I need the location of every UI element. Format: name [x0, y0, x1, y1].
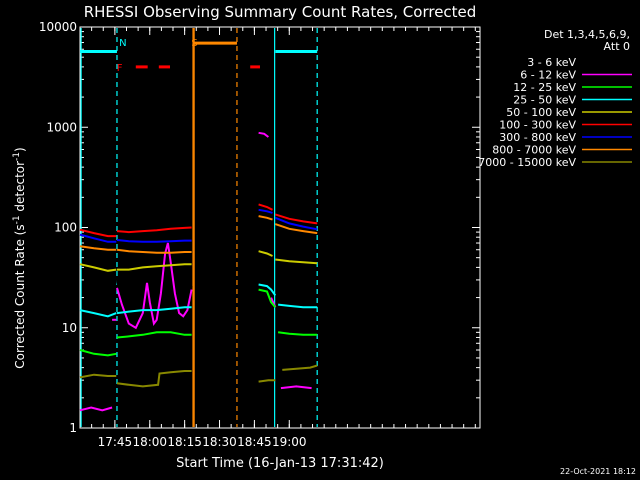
legend-label: 50 - 100 keV [506, 106, 576, 119]
series-line-2 [258, 131, 270, 138]
series-line-9 [258, 379, 276, 383]
legend-label: 6 - 12 keV [520, 69, 576, 82]
series-line-8 [79, 245, 117, 251]
x-axis-label: Start Time (16-Jan-13 17:31:42) [176, 456, 384, 471]
series-line-6 [79, 228, 117, 238]
state-marker-label: S [191, 38, 197, 49]
y-axis-label-end: ) [13, 147, 27, 152]
series-line-4 [116, 306, 192, 315]
legend-label: 100 - 300 keV [499, 119, 576, 132]
state-marker-label: F [117, 63, 123, 74]
series-line-7 [258, 208, 273, 214]
series-line-5 [117, 263, 192, 271]
series-line-3 [277, 331, 318, 336]
y-axis-label-sup1: -1 [12, 215, 22, 224]
series-line-6 [258, 203, 273, 211]
y-axis-label: Corrected Count Rate (s-1 detector-1) [12, 147, 27, 368]
x-tick-label: 18:45 [237, 435, 272, 449]
y-tick-label: 100 [54, 221, 77, 235]
series-line-8 [116, 248, 192, 254]
y-axis-label-mid: detector [13, 161, 27, 216]
series-line-9 [282, 364, 318, 371]
series-line-3 [79, 349, 117, 357]
series-line-5 [258, 250, 273, 257]
y-tick-label: 10 [62, 321, 77, 335]
x-tick-label: 18:15 [167, 435, 202, 449]
series-line-7 [116, 239, 192, 243]
series-line-9 [79, 373, 117, 379]
legend-label: 800 - 7000 keV [492, 144, 576, 157]
x-tick-label: 17:45 [98, 435, 133, 449]
series-line-5 [79, 263, 117, 272]
x-tick-label: 18:00 [132, 435, 167, 449]
y-tick-label: 10000 [39, 20, 77, 34]
legend-label: 300 - 800 keV [499, 131, 576, 144]
chart-title: RHESSI Observing Summary Count Rates, Co… [84, 3, 477, 21]
series-line-4 [258, 283, 277, 296]
legend-header-attenuator: Att 0 [604, 40, 630, 53]
series-line-9 [116, 370, 192, 388]
y-axis-label-main: Corrected Count Rate (s [13, 224, 27, 368]
legend-header-detectors: Det 1,3,4,5,6,9, [544, 28, 630, 41]
series-line-1 [116, 246, 193, 335]
plot-frame [79, 26, 481, 429]
plot-area: 17:45 18:00 18:15 18:30 18:45 19:00 1 10 100 1000… [39, 20, 481, 449]
y-tick-label: 1 [69, 421, 77, 435]
y-axis-label-sup2: -1 [12, 152, 22, 161]
series-line-8 [274, 223, 318, 235]
x-tick-label: 18:30 [202, 435, 237, 449]
series-line-6 [116, 226, 192, 234]
y-tick-label: 1000 [46, 120, 77, 134]
x-tick-label: 19:00 [272, 435, 307, 449]
state-marker-label: N [119, 38, 126, 49]
series-line-4 [79, 309, 117, 318]
series-line-7 [79, 233, 117, 243]
series-line-6 [275, 213, 318, 225]
series-line-4 [277, 303, 318, 309]
legend-label: 25 - 50 keV [513, 94, 576, 107]
legend-label: 12 - 25 keV [513, 81, 576, 94]
series-line-2 [280, 385, 312, 390]
series-line-5 [275, 258, 318, 265]
series-line-8 [258, 215, 273, 221]
series-line-7 [274, 216, 318, 231]
series-line-3 [258, 288, 277, 308]
legend-label: 3 - 6 keV [527, 56, 576, 69]
legend-label: 7000 - 15000 keV [478, 156, 576, 169]
series-line-2 [79, 406, 113, 412]
footer-date: 22-Oct-2021 18:12 [560, 467, 636, 476]
series-line-2 [116, 242, 193, 330]
series-line-3 [116, 331, 192, 339]
